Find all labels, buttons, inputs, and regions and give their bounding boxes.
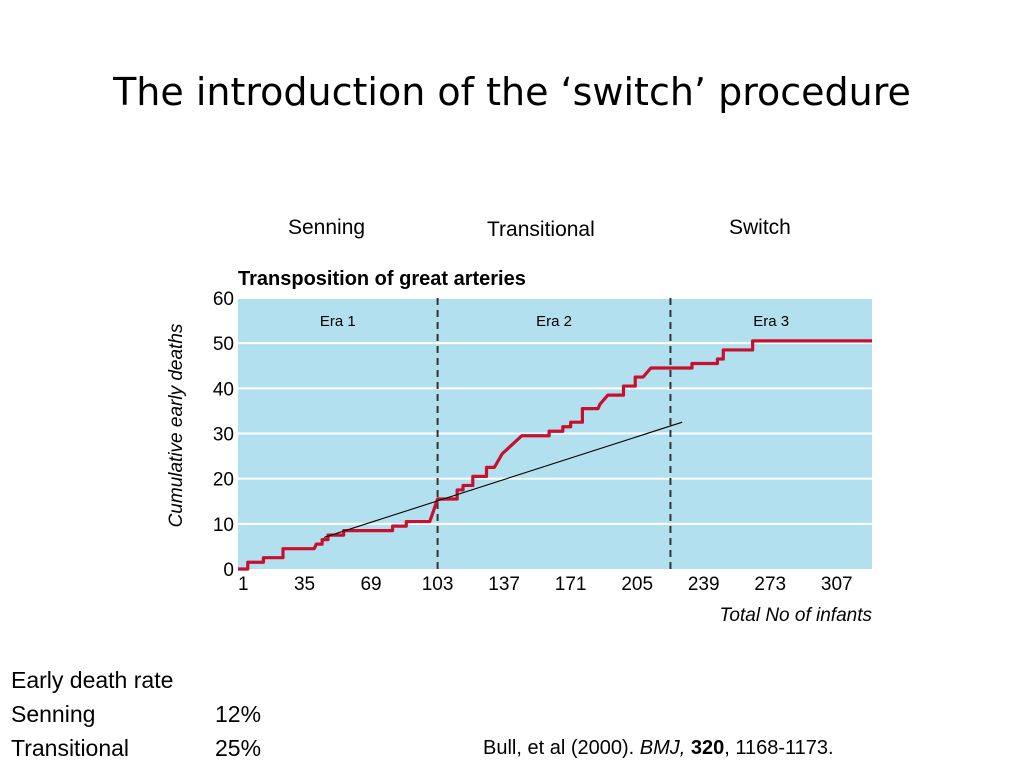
x-axis-label: Total No of infants: [720, 605, 873, 626]
summary-row-value: 25%: [215, 735, 262, 761]
x-tick-label: 137: [488, 574, 520, 595]
series-layer: [238, 339, 872, 571]
summary-row-label: Senning: [11, 701, 96, 727]
y-tick-label: 10: [213, 515, 234, 536]
slide-title: The introduction of the ‘switch’ procedu…: [113, 70, 911, 114]
era-label: Era 1: [320, 313, 356, 330]
era-caption-switch: Switch: [729, 216, 791, 239]
x-tick-label: 1: [238, 574, 249, 595]
cumulative-deaths-chart: Transposition of great arteries Era 1 Era…: [166, 268, 873, 626]
x-axis-ticks: 1 35 69 103 137 171 205 239 273 307: [238, 574, 853, 595]
summary-row-value: 12%: [215, 701, 262, 727]
x-tick-label: 103: [422, 574, 454, 595]
trend-line: [323, 421, 683, 538]
chart-title: Transposition of great arteries: [238, 268, 526, 290]
x-tick-label: 307: [821, 574, 853, 595]
summary-row-label: Transitional: [11, 735, 130, 761]
era-label: Era 3: [753, 313, 789, 330]
cumulative-deaths-line: [238, 339, 872, 571]
y-tick-label: 50: [213, 334, 234, 355]
x-tick-label: 171: [555, 574, 587, 595]
x-tick-label: 273: [754, 574, 786, 595]
x-tick-label: 69: [360, 574, 381, 595]
grid-lines: [238, 297, 872, 525]
x-tick-label: 35: [294, 574, 315, 595]
citation-journal: BMJ,: [639, 737, 686, 759]
summary-heading: Early death rate: [11, 667, 174, 693]
x-tick-label: 239: [688, 574, 720, 595]
era-labels: Era 1 Era 2 Era 3: [320, 313, 789, 330]
y-tick-label: 30: [213, 425, 234, 446]
citation-authors: Bull, et al (2000).: [483, 737, 640, 759]
citation: Bull, et al (2000). BMJ, 320, 1168-1173.: [483, 737, 834, 760]
x-tick-label: 205: [621, 574, 653, 595]
era-caption-transitional: Transitional: [487, 218, 595, 241]
era-caption-senning: Senning: [288, 216, 366, 239]
y-tick-label: 60: [213, 289, 234, 310]
y-axis-ticks: 0 10 20 30 40 50 60: [213, 289, 234, 581]
y-axis-label: Cumulative early deaths: [166, 323, 187, 527]
y-tick-label: 0: [223, 560, 234, 581]
era-dividers: [436, 298, 672, 569]
citation-volume: 320: [690, 737, 725, 759]
era-label: Era 2: [536, 313, 572, 330]
y-tick-label: 20: [213, 470, 234, 491]
citation-pages: , 1168-1173.: [724, 737, 834, 759]
y-tick-label: 40: [213, 379, 234, 400]
